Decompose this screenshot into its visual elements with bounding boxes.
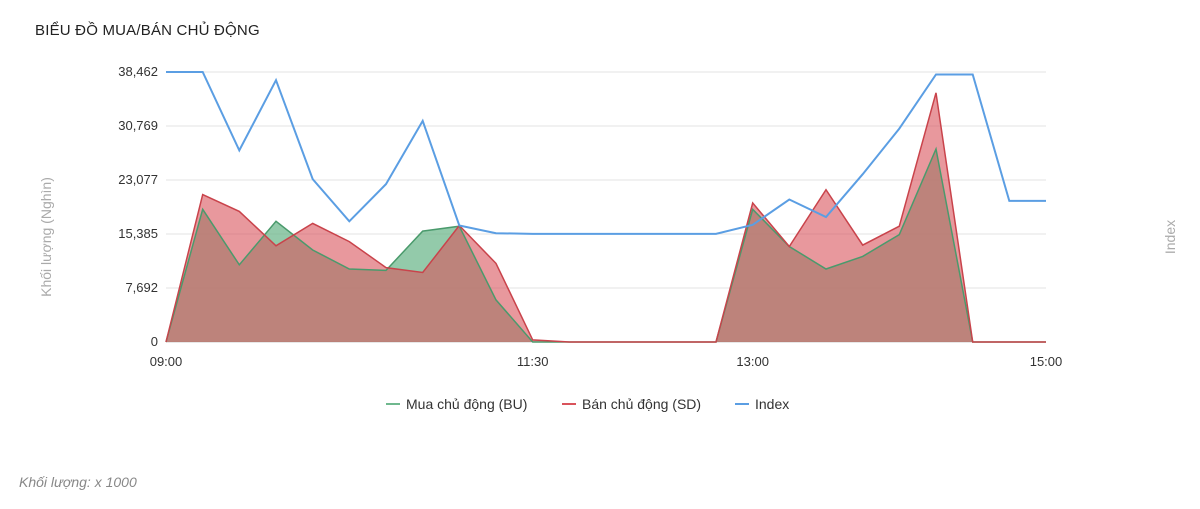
line-ban-chu-dong xyxy=(165,92,1046,343)
legend-item-bu: Mua chủ động (BU) xyxy=(386,396,527,412)
x-tick-label: 11:30 xyxy=(517,354,549,369)
legend-label: Mua chủ động (BU) xyxy=(406,396,527,412)
y-axis-ticks: 0 7,692 15,385 23,077 30,769 38,462 xyxy=(118,64,158,349)
y2-axis-title: Index xyxy=(1162,220,1178,254)
y-axis-title: Khối lượng (Nghìn) xyxy=(38,177,54,297)
y-tick-label: 15,385 xyxy=(118,226,158,241)
legend-label: Index xyxy=(755,396,789,412)
x-axis-ticks: 09:00 11:30 13:00 15:00 xyxy=(150,354,1063,369)
area-ban-chu-dong xyxy=(166,92,1046,342)
legend-label: Bán chủ động (SD) xyxy=(582,396,701,412)
series-layer xyxy=(165,71,1046,343)
footnote: Khối lượng: x 1000 xyxy=(19,474,137,490)
y-tick-label: 30,769 xyxy=(118,118,158,133)
x-tick-label: 09:00 xyxy=(150,354,183,369)
y-tick-label: 0 xyxy=(151,334,158,349)
y-tick-label: 23,077 xyxy=(118,172,158,187)
legend-item-index: Index xyxy=(735,396,789,412)
chart-title: BIỂU ĐỒ MUA/BÁN CHỦ ĐỘNG xyxy=(35,22,260,39)
x-tick-label: 13:00 xyxy=(736,354,769,369)
x-tick-label: 15:00 xyxy=(1030,354,1063,369)
y-tick-label: 7,692 xyxy=(125,280,158,295)
y-tick-label: 38,462 xyxy=(118,64,158,79)
line-index xyxy=(166,71,1046,235)
legend: Mua chủ động (BU) Bán chủ động (SD) Index xyxy=(386,396,789,412)
legend-item-sd: Bán chủ động (SD) xyxy=(562,396,701,412)
